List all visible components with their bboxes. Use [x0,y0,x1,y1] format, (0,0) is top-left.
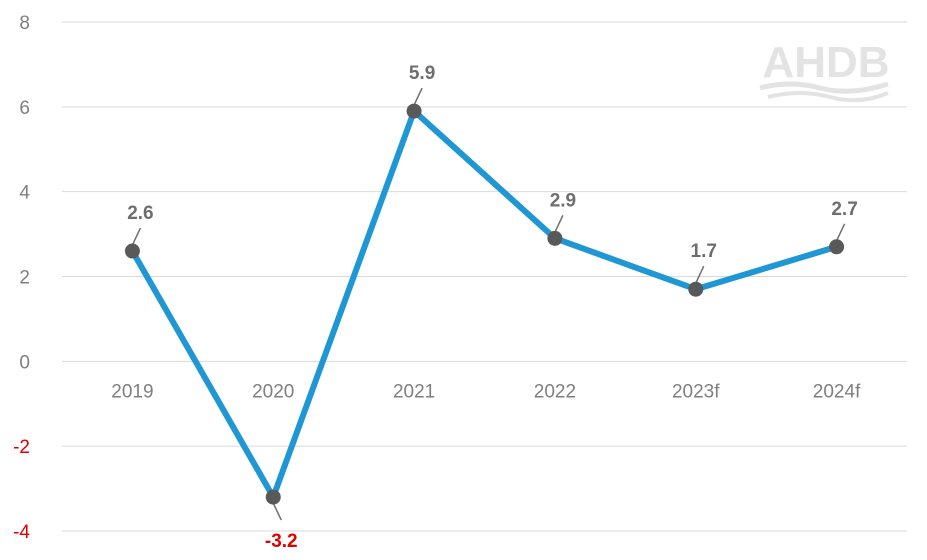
x-tick-label: 2019 [111,381,153,402]
logo-text: AHDB [762,38,889,87]
x-tick-label: 2020 [252,381,294,402]
data-point-marker [547,230,563,246]
y-tick-label: 4 [19,183,30,204]
series-line-group [129,108,838,501]
y-axis-tick-labels: 8 6 4 2 0 -2 -4 [13,13,30,543]
data-label-leader [835,223,846,242]
data-point-marker [265,489,281,505]
data-label-leader [131,227,142,246]
ahdb-logo-watermark: AHDB [759,38,890,103]
data-labels: 2.6 -3.2 5.9 2.9 1.7 2.7 [127,63,858,552]
series-markers [124,103,845,505]
y-tick-label: 6 [19,98,30,119]
data-label-leader [695,265,705,284]
data-label: 5.9 [409,63,435,84]
data-label: -3.2 [265,531,298,552]
x-tick-label: 2022 [534,381,576,402]
data-label: 1.7 [691,241,717,262]
data-label-leaders [131,87,846,521]
logo-swoosh-icon [767,91,889,103]
data-label: 2.9 [550,190,576,211]
y-tick-label: 0 [19,352,30,373]
y-tick-label: 2 [19,268,30,289]
data-point-marker [688,281,704,297]
data-label: 2.7 [831,199,857,220]
data-label-leader [554,215,564,233]
y-tick-label: 8 [19,13,30,34]
x-tick-label: 2023f [672,381,720,402]
y-tick-label: -4 [13,522,30,543]
data-label-leader [272,502,282,521]
logo-swoosh-icon [759,81,889,94]
x-axis-tick-labels: 2019 2020 2021 2022 2023f 2024f [111,381,861,402]
data-point-marker [406,103,422,119]
data-point-marker [829,239,845,255]
x-tick-label: 2021 [393,381,435,402]
data-label: 2.6 [127,203,153,224]
gridlines [62,21,907,532]
x-tick-label: 2024f [813,381,861,402]
series-line [129,108,838,501]
y-tick-label: -2 [13,437,30,458]
data-point-marker [124,243,140,259]
data-label-leader [413,87,423,106]
